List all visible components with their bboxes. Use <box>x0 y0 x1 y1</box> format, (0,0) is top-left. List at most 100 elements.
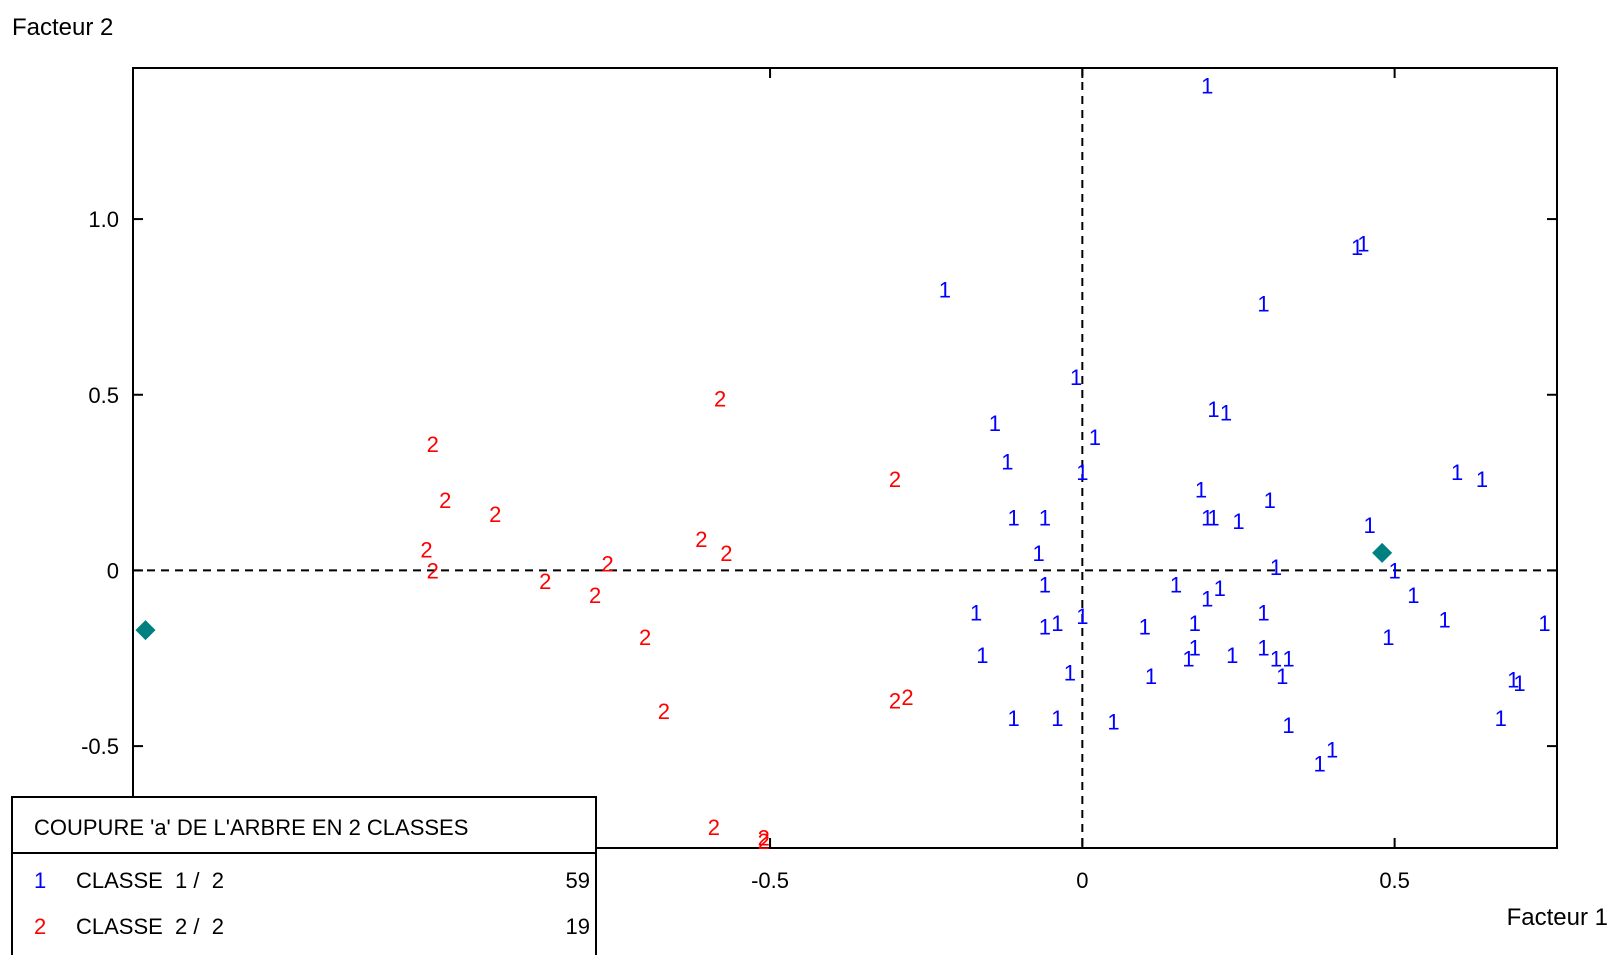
legend-count-2: 19 <box>566 914 590 939</box>
point-class-2: 2 <box>427 432 439 457</box>
point-class-1: 1 <box>1076 460 1088 485</box>
legend-marker-1: 1 <box>34 868 46 893</box>
point-class-1: 1 <box>1270 555 1282 580</box>
point-class-1: 1 <box>939 277 951 302</box>
legend-title: COUPURE 'a' DE L'ARBRE EN 2 CLASSES <box>34 815 468 840</box>
point-class-1: 1 <box>1201 506 1213 531</box>
y-tick-label: -0.5 <box>81 734 119 759</box>
point-class-2: 2 <box>420 537 432 562</box>
point-class-1: 1 <box>1051 706 1063 731</box>
point-class-2: 2 <box>708 815 720 840</box>
point-class-1: 1 <box>1326 738 1338 763</box>
legend: COUPURE 'a' DE L'ARBRE EN 2 CLASSES 1 CL… <box>11 796 597 955</box>
point-class-1: 1 <box>1207 506 1219 531</box>
point-class-1: 1 <box>1089 425 1101 450</box>
point-class-1: 1 <box>1282 646 1294 671</box>
point-class-1: 1 <box>1314 752 1326 777</box>
centroid-diamond <box>1372 542 1393 563</box>
point-class-1: 1 <box>1451 460 1463 485</box>
point-class-2: 2 <box>901 685 913 710</box>
legend-marker-2: 2 <box>34 914 46 939</box>
y-tick-label: 1.0 <box>88 207 119 232</box>
point-class-1: 1 <box>1264 488 1276 513</box>
point-class-1: 1 <box>1001 450 1013 475</box>
point-class-1: 1 <box>1232 509 1244 534</box>
point-class-2: 2 <box>695 527 707 552</box>
point-class-1: 1 <box>1008 506 1020 531</box>
point-class-1: 1 <box>1214 576 1226 601</box>
point-class-1: 1 <box>1195 478 1207 503</box>
point-class-2: 2 <box>758 829 770 854</box>
point-class-1: 1 <box>1039 572 1051 597</box>
point-class-1: 1 <box>1064 660 1076 685</box>
point-class-1: 1 <box>1382 625 1394 650</box>
point-class-2: 2 <box>889 688 901 713</box>
plot-frame <box>132 67 1558 849</box>
point-class-2: 2 <box>602 551 614 576</box>
point-class-2: 2 <box>658 699 670 724</box>
point-class-1: 1 <box>1220 400 1232 425</box>
legend-label-2: CLASSE 2 / 2 <box>76 914 224 939</box>
point-class-1: 1 <box>1538 611 1550 636</box>
point-class-1: 1 <box>970 601 982 626</box>
point-class-2: 2 <box>539 569 551 594</box>
point-class-1: 1 <box>1364 513 1376 538</box>
point-class-1: 1 <box>1388 558 1400 583</box>
point-class-1: 1 <box>1357 232 1369 257</box>
point-class-2: 2 <box>489 502 501 527</box>
point-class-1: 1 <box>1407 583 1419 608</box>
legend-box <box>11 796 597 955</box>
point-class-1: 1 <box>1182 646 1194 671</box>
point-class-1: 1 <box>1270 646 1282 671</box>
point-class-2: 2 <box>758 825 770 850</box>
point-class-1: 1 <box>1139 615 1151 640</box>
legend-label-1: CLASSE 1 / 2 <box>76 868 224 893</box>
x-tick-label: -0.5 <box>751 868 789 893</box>
point-class-2: 2 <box>889 467 901 492</box>
point-class-1: 1 <box>1170 572 1182 597</box>
point-class-1: 1 <box>1032 541 1044 566</box>
point-class-1: 1 <box>1438 608 1450 633</box>
point-class-1: 1 <box>1351 235 1363 260</box>
point-class-1: 1 <box>1107 710 1119 735</box>
point-class-1: 1 <box>1257 291 1269 316</box>
ticks: -0.5 0 0.5 1.0 0.5 0 -0.5 <box>81 68 1557 893</box>
point-class-1: 1 <box>1495 706 1507 731</box>
point-class-1: 1 <box>1145 664 1157 689</box>
point-class-2: 2 <box>427 558 439 583</box>
point-class-1: 1 <box>1039 615 1051 640</box>
legend-count-1: 59 <box>566 868 590 893</box>
point-class-1: 1 <box>1201 74 1213 99</box>
point-class-1: 1 <box>1476 467 1488 492</box>
centroid-diamond <box>135 620 156 641</box>
centroids <box>135 542 1393 641</box>
point-class-1: 1 <box>1282 713 1294 738</box>
point-class-1: 1 <box>1226 643 1238 668</box>
y-tick-label: 0.5 <box>88 383 119 408</box>
point-class-2: 2 <box>439 488 451 513</box>
x-tick-label: 0.5 <box>1379 868 1410 893</box>
point-class-1: 1 <box>1051 611 1063 636</box>
point-class-1: 1 <box>1070 365 1082 390</box>
point-class-1: 1 <box>1039 506 1051 531</box>
reference-lines <box>133 68 1557 848</box>
point-class-2: 2 <box>639 625 651 650</box>
x-axis-title: Facteur 1 <box>1507 904 1608 931</box>
point-class-1: 1 <box>989 411 1001 436</box>
point-class-2: 2 <box>714 386 726 411</box>
point-class-1: 1 <box>1507 667 1519 692</box>
x-tick-label: 0 <box>1076 868 1088 893</box>
y-tick-label: 0 <box>107 558 119 583</box>
point-class-1: 1 <box>1276 664 1288 689</box>
point-class-1: 1 <box>1513 671 1525 696</box>
point-class-1: 1 <box>976 643 988 668</box>
point-class-1: 1 <box>1257 601 1269 626</box>
point-class-1: 1 <box>1008 706 1020 731</box>
point-class-1: 1 <box>1076 604 1088 629</box>
point-class-2: 2 <box>720 541 732 566</box>
y-axis-title: Facteur 2 <box>12 14 113 41</box>
point-class-2: 2 <box>589 583 601 608</box>
point-class-1: 1 <box>1201 587 1213 612</box>
